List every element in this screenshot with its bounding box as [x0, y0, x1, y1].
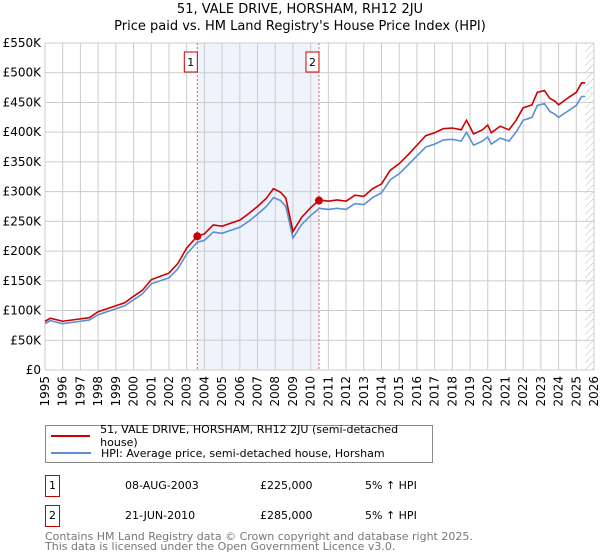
sale-marker-label: 2	[309, 56, 316, 69]
x-tick-label: 2021	[498, 376, 512, 407]
sale-marker-box	[183, 51, 198, 73]
x-tick-label: 1995	[38, 376, 52, 407]
footer-copyright: Contains HM Land Registry data © Crown c…	[45, 530, 473, 543]
legend: 51, VALE DRIVE, HORSHAM, RH12 2JU (semi-…	[45, 423, 433, 463]
x-tick-label: 2004	[197, 376, 211, 407]
sale-hpi-diff: 5% ↑ HPI	[365, 509, 417, 522]
x-tick-label: 2010	[304, 376, 318, 407]
sale-marker-box	[305, 51, 320, 73]
y-tick-label: £500K	[3, 66, 43, 80]
sale-date: 21-JUN-2010	[125, 509, 196, 522]
price-chart: 1 2 £0 £50K £100K £150K £200K £250K £300K £350K £4…	[3, 36, 600, 407]
x-tick-label: 1996	[56, 376, 70, 407]
x-tick-label: 2016	[410, 376, 424, 407]
y-tick-label: £200K	[3, 244, 43, 258]
sale-point	[314, 196, 323, 205]
sale-marker-label: 1	[187, 56, 194, 69]
sale-price: £225,000	[260, 479, 313, 492]
x-tick-label: 2022	[516, 376, 530, 407]
footer-licence: This data is licensed under the Open Gov…	[45, 540, 396, 553]
x-tick-label: 1997	[73, 376, 87, 407]
legend-item-property: 51, VALE DRIVE, HORSHAM, RH12 2JU (semi-…	[46, 423, 432, 449]
legend-swatch-red	[51, 435, 91, 437]
legend-label: HPI: Average price, semi-detached house,…	[101, 446, 385, 460]
x-tick-label: 1999	[109, 376, 123, 407]
sale-date: 08-AUG-2003	[125, 479, 199, 492]
x-tick-label: 2009	[286, 376, 300, 407]
x-tick-label: 2015	[392, 376, 406, 407]
x-tick-label: 2011	[321, 376, 335, 407]
y-tick-label: £50K	[10, 333, 42, 347]
x-tick-label: 2018	[445, 376, 459, 407]
sale-row: 2 21-JUN-2010 £285,000 5% ↑ HPI	[45, 505, 465, 527]
sale-number-badge: 1	[45, 475, 60, 497]
x-tick-label: 2019	[463, 376, 477, 407]
hpi-series-line	[44, 95, 586, 325]
chart-subtitle: Price paid vs. HM Land Registry's House …	[114, 19, 486, 34]
x-tick-label: 2001	[144, 376, 158, 407]
y-tick-label: £450K	[3, 95, 43, 109]
x-tick-label: 2017	[428, 376, 442, 407]
x-tick-label: 1998	[91, 376, 105, 407]
property-series-line	[44, 82, 586, 323]
x-tick-label: 2006	[233, 376, 247, 407]
x-tick-label: 2013	[357, 376, 371, 407]
legend-label: 51, VALE DRIVE, HORSHAM, RH12 2JU (semi-…	[100, 423, 399, 449]
x-tick-label: 2008	[268, 376, 282, 407]
sale-point	[193, 232, 202, 241]
x-tick-label: 2025	[569, 376, 583, 407]
x-tick-label: 2023	[534, 376, 548, 407]
x-tick-label: 2005	[215, 376, 229, 407]
x-tick-label: 2026	[587, 376, 600, 407]
chart-title: 51, VALE DRIVE, HORSHAM, RH12 2JU	[176, 2, 424, 17]
x-tick-label: 2003	[180, 376, 194, 407]
forecast-hatch	[585, 43, 594, 370]
sale-number-badge: 2	[45, 505, 60, 527]
x-tick-label: 2024	[552, 376, 566, 407]
y-tick-label: £350K	[3, 155, 43, 169]
sale-row: 1 08-AUG-2003 £225,000 5% ↑ HPI	[45, 475, 465, 497]
y-tick-label: £550K	[3, 36, 43, 50]
x-tick-label: 2012	[339, 376, 353, 407]
x-tick-label: 2014	[374, 376, 388, 407]
x-tick-label: 2007	[251, 376, 265, 407]
y-tick-label: £100K	[3, 304, 43, 318]
y-tick-label: £400K	[3, 125, 43, 139]
y-tick-label: £0	[26, 363, 41, 377]
x-tick-label: 2002	[162, 376, 176, 407]
y-tick-label: £250K	[3, 214, 43, 228]
y-tick-label: £300K	[3, 185, 43, 199]
x-tick-label: 2000	[127, 376, 141, 407]
y-tick-label: £150K	[3, 274, 43, 288]
sale-hpi-diff: 5% ↑ HPI	[365, 479, 417, 492]
x-tick-label: 2020	[481, 376, 495, 407]
sale-price: £285,000	[260, 509, 313, 522]
legend-swatch-blue	[51, 452, 91, 454]
legend-item-hpi: HPI: Average price, semi-detached house,…	[46, 445, 385, 461]
